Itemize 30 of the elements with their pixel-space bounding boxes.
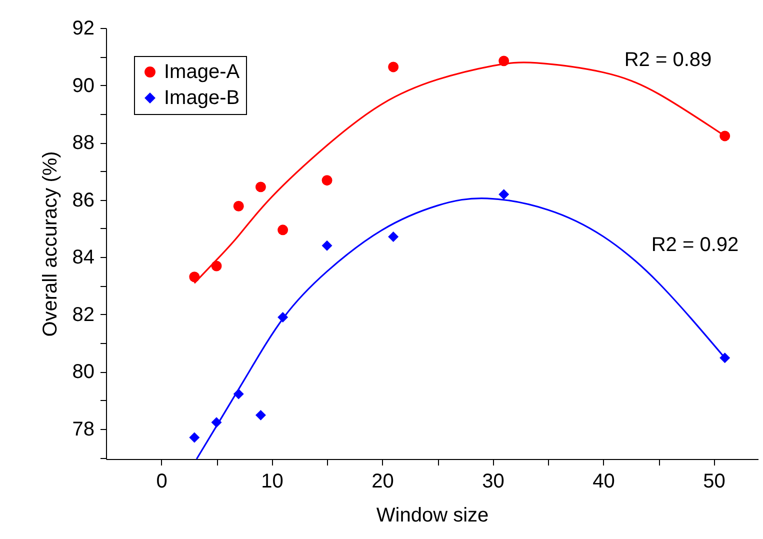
y-tick-label: 82: [72, 304, 94, 326]
x-tick-label: 40: [592, 470, 615, 492]
y-tick-label: 78: [72, 418, 94, 440]
legend-label: Image-A: [164, 61, 240, 83]
x-axis-title: Window size: [376, 504, 489, 526]
legend-label: Image-B: [164, 87, 240, 109]
point: [255, 182, 266, 192]
point: [322, 240, 332, 251]
point: [388, 62, 399, 72]
x-tick-label: 10: [261, 470, 284, 492]
point: [278, 224, 288, 236]
point: [388, 232, 399, 242]
y-tick-label: 84: [72, 246, 94, 269]
point: [255, 410, 266, 420]
point: [189, 432, 200, 443]
y-tick-label: 88: [72, 132, 94, 154]
point: [498, 189, 510, 200]
y-tick-label: 86: [72, 189, 94, 212]
y-axis-title: Overall accuracy (%): [39, 151, 62, 337]
x-tick-label: 50: [703, 470, 726, 492]
y-tick-label: 80: [72, 361, 94, 384]
x-tick-label: 0: [156, 470, 168, 492]
x-tick-label: 20: [372, 470, 394, 492]
point: [322, 175, 332, 186]
y-tick-label: 90: [72, 74, 94, 97]
y-tick-label: 92: [72, 18, 94, 40]
annotation: R2 = 0.92: [651, 234, 739, 256]
point: [233, 200, 244, 212]
annotation: R2 = 0.89: [624, 49, 712, 71]
x-tick-label: 30: [482, 470, 504, 492]
